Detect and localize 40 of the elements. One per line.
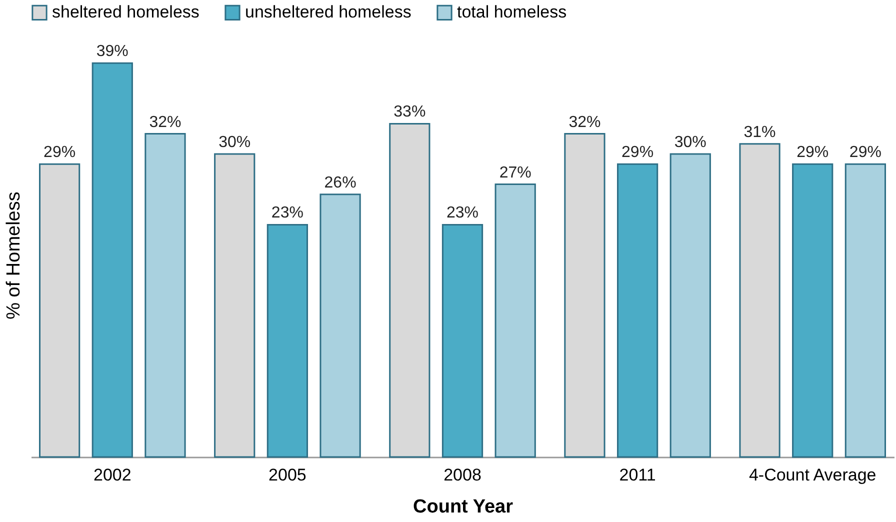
legend-label: total homeless bbox=[457, 2, 567, 22]
legend-label: sheltered homeless bbox=[52, 2, 200, 22]
bar bbox=[92, 62, 133, 458]
bar bbox=[320, 194, 361, 458]
data-label: 23% bbox=[271, 204, 304, 222]
data-label: 30% bbox=[218, 134, 251, 151]
x-tick-label: 2005 bbox=[268, 466, 306, 484]
data-label: 29% bbox=[849, 144, 882, 162]
bar bbox=[442, 224, 484, 458]
data-label: 29% bbox=[44, 144, 76, 162]
data-label: 29% bbox=[796, 144, 829, 162]
bar bbox=[494, 184, 536, 458]
y-axis-title: % of Homeless bbox=[4, 192, 24, 320]
x-tick-label: 2011 bbox=[619, 466, 656, 484]
data-label: 33% bbox=[394, 104, 426, 121]
data-label: 29% bbox=[622, 144, 654, 162]
bar bbox=[39, 163, 80, 458]
x-tick-label: 2002 bbox=[93, 466, 132, 484]
bar bbox=[389, 122, 430, 458]
data-label: 23% bbox=[446, 204, 479, 222]
data-label: 26% bbox=[324, 174, 356, 192]
x-axis-title: Count Year bbox=[413, 496, 514, 518]
bar bbox=[266, 224, 308, 458]
data-label: 32% bbox=[568, 114, 601, 131]
bar bbox=[670, 153, 711, 458]
x-tick-label: 2008 bbox=[444, 466, 482, 484]
bar bbox=[792, 163, 834, 458]
data-label: 27% bbox=[499, 164, 532, 182]
data-label: 39% bbox=[96, 43, 128, 60]
x-tick-label: 4-Count Average bbox=[748, 466, 876, 484]
data-label: 32% bbox=[149, 114, 182, 131]
bar bbox=[844, 163, 886, 458]
bar bbox=[739, 143, 780, 458]
legend-label: unsheltered homeless bbox=[245, 2, 412, 22]
data-label: 30% bbox=[674, 134, 706, 151]
bar bbox=[214, 153, 256, 458]
bar bbox=[144, 133, 186, 458]
data-label: 31% bbox=[744, 124, 776, 141]
bar bbox=[616, 163, 658, 458]
bar bbox=[564, 133, 606, 458]
